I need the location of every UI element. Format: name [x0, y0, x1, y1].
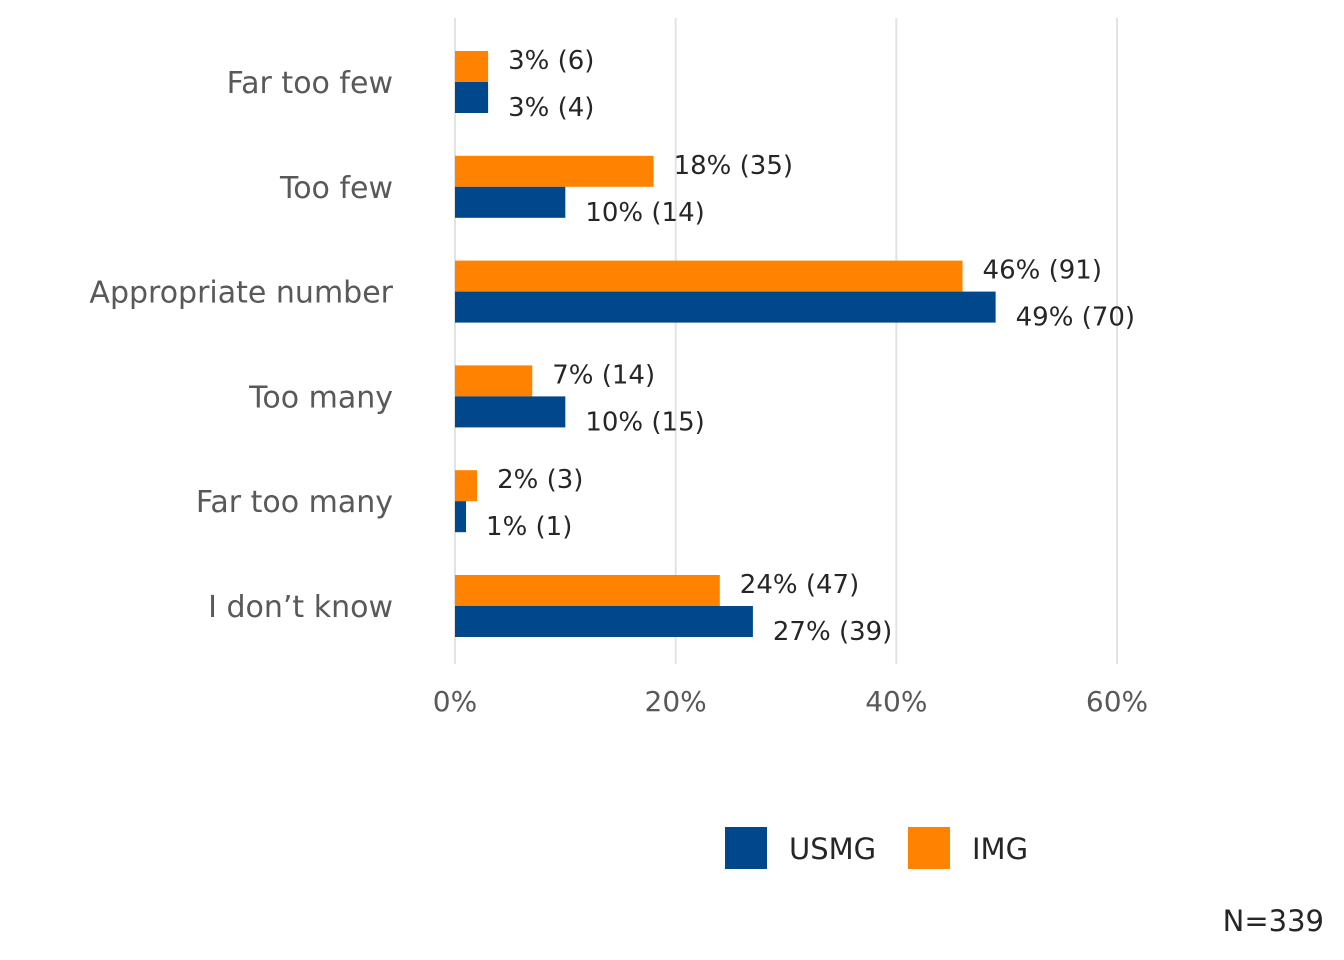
bar-img [455, 260, 963, 292]
data-label-usmg: 3% (4) [508, 93, 594, 123]
bar-usmg [455, 606, 753, 637]
sample-size-note: N=339 [1222, 904, 1324, 938]
category-label: Too many [248, 380, 393, 415]
bar-img [455, 51, 489, 82]
data-labels: 3% (6) 3% (4) 18% (35) 10% (14) 46% (91) 49% … [486, 46, 1135, 647]
category-label: Too few [279, 171, 393, 206]
category-label: Appropriate number [89, 276, 393, 311]
bars [455, 51, 996, 637]
data-label-img: 18% (35) [674, 151, 793, 181]
data-label-usmg: 10% (15) [585, 407, 704, 437]
bar-usmg [455, 291, 996, 323]
bar-img [455, 470, 478, 502]
legend: USMG IMG [725, 827, 1028, 869]
legend-swatch-img [908, 827, 950, 869]
category-labels: Far too few Too few Appropriate number Too … [89, 66, 393, 625]
data-label-img: 7% (14) [552, 360, 655, 390]
data-label-usmg: 10% (14) [585, 198, 704, 228]
category-label: Far too few [227, 66, 393, 101]
legend-label-usmg: USMG [789, 832, 876, 866]
x-tick-label: 20% [645, 685, 707, 718]
bar-img [455, 365, 533, 397]
legend-swatch-usmg [725, 827, 767, 869]
data-label-img: 3% (6) [508, 46, 594, 76]
category-label: Far too many [196, 485, 393, 520]
x-tick-label: 0% [433, 685, 477, 718]
data-label-img: 2% (3) [497, 465, 583, 495]
bar-usmg [455, 82, 489, 113]
gridlines [454, 18, 1118, 664]
category-label: I don’t know [208, 590, 393, 625]
bar-img [455, 155, 654, 187]
bar-img [455, 575, 720, 606]
data-label-usmg: 49% (70) [1016, 303, 1135, 333]
data-label-img: 46% (91) [983, 256, 1102, 286]
data-label-usmg: 27% (39) [773, 617, 892, 647]
data-label-usmg: 1% (1) [486, 512, 572, 542]
x-tick-label: 60% [1086, 685, 1148, 718]
x-axis-ticks: 0% 20% 40% 60% [433, 685, 1148, 718]
bar-usmg [455, 501, 467, 533]
data-label-img: 24% (47) [740, 570, 859, 600]
bar-usmg [455, 186, 566, 218]
bar-usmg [455, 396, 566, 428]
x-tick-label: 40% [865, 685, 927, 718]
legend-label-img: IMG [972, 832, 1028, 866]
